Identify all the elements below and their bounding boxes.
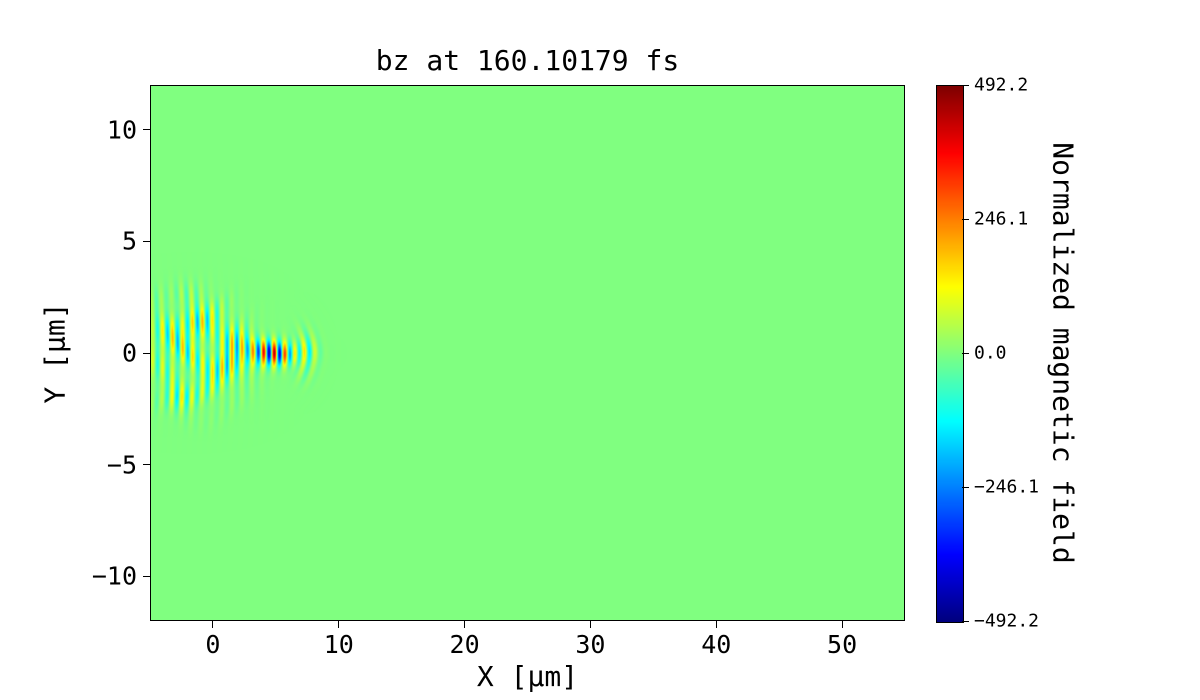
x-tick-mark [589, 621, 591, 628]
x-tick-label: 10 [323, 630, 354, 659]
x-tick-mark [212, 621, 214, 628]
x-tick-label: 40 [701, 630, 732, 659]
y-tick-mark [143, 129, 150, 131]
colorbar-tick-mark [962, 218, 969, 220]
x-tick-mark [464, 621, 466, 628]
colorbar-tick-label: 0.0 [974, 342, 1007, 364]
plot-area [150, 85, 905, 621]
x-tick-mark [841, 621, 843, 628]
colorbar-tick-label: 246.1 [974, 208, 1029, 230]
x-tick-label: 20 [449, 630, 480, 659]
colorbar-tick-mark [962, 84, 969, 86]
y-tick-label: 10 [106, 115, 137, 145]
y-tick-mark [143, 464, 150, 466]
x-tick-mark [338, 621, 340, 628]
colorbar-tick-label: 492.2 [974, 74, 1029, 96]
x-axis-label: X [μm] [476, 660, 579, 693]
y-tick-label: −5 [106, 450, 137, 480]
chart-title: bz at 160.10179 fs [375, 44, 680, 77]
heatmap-canvas [150, 85, 905, 621]
colorbar-tick-mark [962, 352, 969, 354]
colorbar [936, 85, 964, 623]
colorbar-tick-mark [962, 486, 969, 488]
x-tick-label: 30 [575, 630, 606, 659]
y-tick-mark [143, 575, 150, 577]
x-tick-mark [715, 621, 717, 628]
colorbar-tick-mark [962, 620, 969, 622]
y-tick-mark [143, 240, 150, 242]
colorbar-label: Normalized magnetic field [1046, 142, 1080, 564]
y-tick-label: −10 [91, 561, 137, 591]
y-tick-label: 0 [121, 338, 137, 368]
y-tick-label: 5 [121, 226, 137, 256]
x-tick-label: 50 [827, 630, 858, 659]
colorbar-canvas [937, 86, 963, 622]
x-tick-label: 0 [205, 630, 221, 659]
colorbar-tick-label: −492.2 [974, 610, 1040, 632]
colorbar-tick-label: −246.1 [974, 476, 1040, 498]
y-tick-mark [143, 352, 150, 354]
